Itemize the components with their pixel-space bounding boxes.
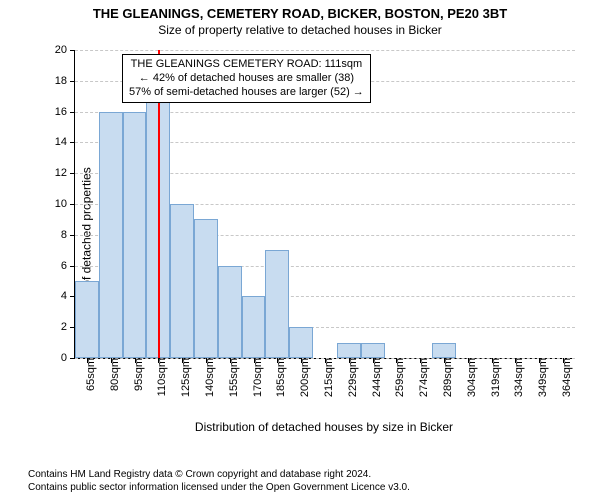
x-tick-label: 304sqm [458,358,478,397]
bar [218,266,242,358]
bar [194,219,218,358]
x-tick-label: 319sqm [482,358,502,397]
x-tick-label: 334sqm [505,358,525,397]
x-tick-label: 155sqm [220,358,240,397]
x-tick-label: 140sqm [196,358,216,397]
bar [123,112,147,358]
footnote-line: Contains HM Land Registry data © Crown c… [28,469,410,482]
y-tick-label: 14 [55,136,75,148]
bar [361,343,385,358]
y-tick-label: 4 [61,290,75,302]
bar [265,250,289,358]
y-tick-label: 6 [61,260,75,272]
gridline [75,50,575,51]
x-tick-label: 364sqm [553,358,573,397]
x-tick-label: 244sqm [363,358,383,397]
bar [242,296,266,358]
footnote-line: Contains public sector information licen… [28,482,410,495]
bar [289,327,313,358]
bar [432,343,456,358]
x-tick-label: 259sqm [386,358,406,397]
annotation-line: THE GLEANINGS CEMETERY ROAD: 111sqm [129,58,364,72]
x-axis-label: Distribution of detached houses by size … [74,420,574,434]
annotation-box: THE GLEANINGS CEMETERY ROAD: 111sqm ← 42… [122,54,371,103]
x-tick-label: 110sqm [148,358,168,396]
chart-title: THE GLEANINGS, CEMETERY ROAD, BICKER, BO… [0,0,600,21]
footnote: Contains HM Land Registry data © Crown c… [28,469,410,494]
y-tick-label: 10 [55,198,75,210]
x-tick-label: 289sqm [434,358,454,397]
x-tick-label: 65sqm [77,358,97,391]
y-tick-label: 8 [61,229,75,241]
y-tick-label: 0 [61,352,75,364]
annotation-line: 57% of semi-detached houses are larger (… [129,86,364,100]
y-tick-label: 18 [55,75,75,87]
y-tick-label: 12 [55,167,75,179]
x-tick-label: 125sqm [172,358,192,397]
y-tick-label: 16 [55,106,75,118]
x-tick-label: 80sqm [101,358,121,391]
x-tick-label: 274sqm [410,358,430,397]
bar [99,112,123,358]
bar [337,343,361,358]
x-tick-label: 229sqm [339,358,359,397]
x-tick-label: 215sqm [315,358,335,397]
annotation-line: ← 42% of detached houses are smaller (38… [129,72,364,86]
y-tick-label: 20 [55,44,75,56]
chart-container: THE GLEANINGS, CEMETERY ROAD, BICKER, BO… [0,0,600,500]
y-tick-label: 2 [61,321,75,333]
chart-subtitle: Size of property relative to detached ho… [0,21,600,37]
x-tick-label: 349sqm [529,358,549,397]
bar [75,281,99,358]
bar [170,204,194,358]
x-tick-label: 95sqm [125,358,145,391]
x-tick-label: 200sqm [291,358,311,397]
x-tick-label: 170sqm [244,358,264,397]
x-tick-label: 185sqm [267,358,287,397]
